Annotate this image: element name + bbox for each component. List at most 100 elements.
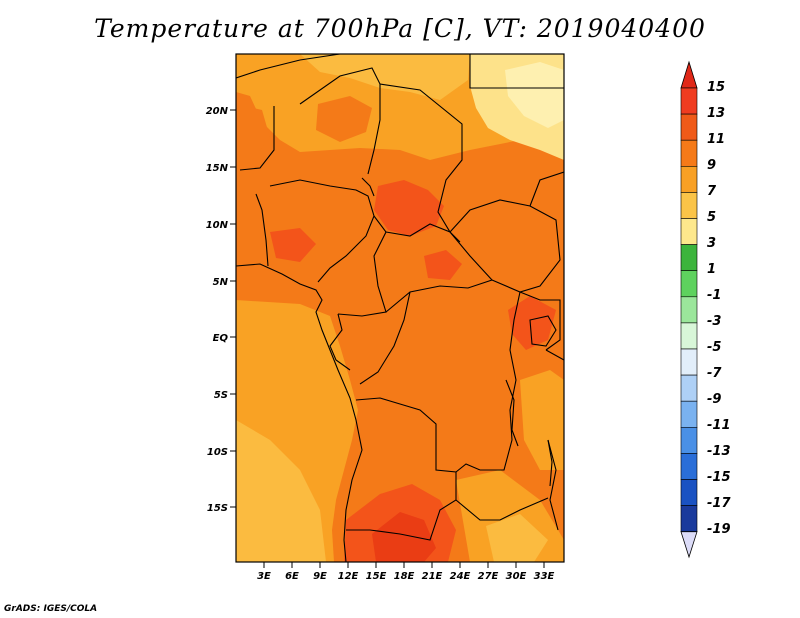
border-algeria-mali [236, 54, 341, 79]
lon-label-15e: 15E [366, 571, 387, 582]
colorbar-label: 13 [707, 106, 726, 121]
field-north-warm-a [316, 96, 372, 142]
colorbar-label: 1 [707, 262, 717, 277]
border-south-sudan [449, 199, 561, 293]
colorbar-label: -3 [707, 314, 722, 329]
field-southeast-7 [486, 514, 548, 562]
colorbar-label: -11 [707, 418, 731, 433]
colorbar-swatch [680, 296, 698, 324]
coastline-west-africa [236, 263, 363, 562]
colorbar-label: -17 [707, 496, 731, 511]
border-drc-east [455, 291, 521, 473]
lon-label-12e: 12E [338, 571, 359, 582]
border-car [385, 223, 493, 313]
latitude-axis: 20N 15N 10N 5N EQ 5S 10S 15S [206, 106, 236, 514]
border-nigeria [269, 179, 375, 283]
lat-label-10s: 10S [207, 447, 228, 458]
lake-tanganyika [505, 379, 519, 447]
colorbar-label: -5 [707, 340, 722, 355]
field-northeast-cooler [505, 62, 564, 128]
border-tanzania [545, 349, 564, 361]
colorbar-label: 15 [707, 80, 726, 95]
colorbar-top-arrow [680, 60, 698, 89]
border-angola-zambia [346, 446, 457, 541]
colorbar-swatch [680, 166, 698, 193]
colorbar-label: 11 [707, 132, 726, 147]
lon-label-9e: 9E [313, 571, 327, 582]
field-east-9 [520, 370, 564, 470]
border-uganda-kenya [519, 291, 561, 351]
colorbar-swatch [680, 244, 698, 272]
border-malawi [547, 439, 559, 531]
colorbar-label: 3 [707, 236, 717, 251]
lon-label-24e: 24E [450, 571, 471, 582]
colorbar-swatch [680, 113, 698, 141]
temperature-field [236, 54, 564, 562]
lon-label-6e: 6E [285, 571, 299, 582]
field-nigeria-hot [270, 228, 316, 262]
lake-chad [361, 177, 375, 197]
border-gabon [329, 313, 351, 371]
colorbar-label: 7 [707, 184, 717, 199]
lake-malawi [547, 439, 553, 487]
lon-label-21e: 21E [422, 571, 443, 582]
lat-label-20n: 20N [206, 106, 229, 117]
lat-label-15s: 15S [207, 503, 228, 514]
colorbar-swatch [680, 87, 698, 115]
field-east-hot [508, 296, 556, 350]
colorbar-label: -7 [707, 366, 722, 381]
colorbar-swatch [680, 400, 698, 428]
plot-title: Temperature at 700hPa [C], VT: 201904040… [94, 14, 706, 43]
lon-label-3e: 3E [257, 571, 271, 582]
colorbar-swatch [680, 426, 698, 454]
colorbar-label: -9 [707, 392, 722, 407]
longitude-axis: 3E 6E 9E 12E 15E 18E 21E 24E 27E 30E 33E [257, 562, 555, 582]
colorbar-label: -15 [707, 470, 731, 485]
colorbar-swatch [680, 505, 698, 533]
colorbar-label: 5 [707, 210, 717, 225]
colorbar-swatch [680, 218, 698, 245]
field-central-hot [374, 180, 444, 236]
lat-label-5n: 5N [213, 277, 229, 288]
field-west-cooler [236, 420, 326, 562]
lat-label-5s: 5S [214, 390, 228, 401]
field-car-hot [424, 250, 462, 280]
colorbar-label: 9 [707, 158, 717, 173]
border-angola-north [355, 397, 437, 446]
colorbar-label: -19 [707, 522, 731, 537]
lat-label-10n: 10N [206, 220, 229, 231]
colorbar-swatch [680, 270, 698, 298]
colorbar-swatch [680, 322, 698, 350]
colorbar [680, 60, 698, 559]
lon-label-30e: 30E [506, 571, 527, 582]
border-zambia-south [455, 497, 549, 521]
border-egypt-sudan [469, 54, 564, 89]
border-benin-togo [255, 193, 269, 267]
lon-label-18e: 18E [394, 571, 415, 582]
colorbar-bottom-arrow [680, 531, 698, 559]
colorbar-swatch [680, 374, 698, 402]
border-ethiopia [529, 171, 564, 207]
lake-victoria [529, 315, 557, 347]
lon-label-33e: 33E [534, 571, 555, 582]
boundaries [236, 54, 564, 562]
border-mali-niger [239, 106, 275, 171]
colorbar-swatch [680, 139, 698, 167]
grads-credit: GrADS: IGES/COLA [4, 604, 98, 614]
lat-label-eq: EQ [213, 333, 229, 344]
plot-frame [235, 53, 565, 563]
field-north-warm-b [236, 104, 270, 160]
colorbar-swatch [680, 348, 698, 376]
colorbar-swatch [680, 192, 698, 219]
border-congo-drc [359, 291, 411, 385]
field-north-band-2 [300, 54, 470, 100]
lon-label-27e: 27E [478, 571, 499, 582]
colorbar-swatch [680, 453, 698, 480]
field-south-hottest [372, 512, 436, 562]
colorbar-label: -1 [707, 288, 722, 303]
lat-label-15n: 15N [206, 163, 229, 174]
colorbar-swatch [680, 479, 698, 506]
colorbar-label: -13 [707, 444, 731, 459]
border-chad-sudan [379, 83, 463, 243]
